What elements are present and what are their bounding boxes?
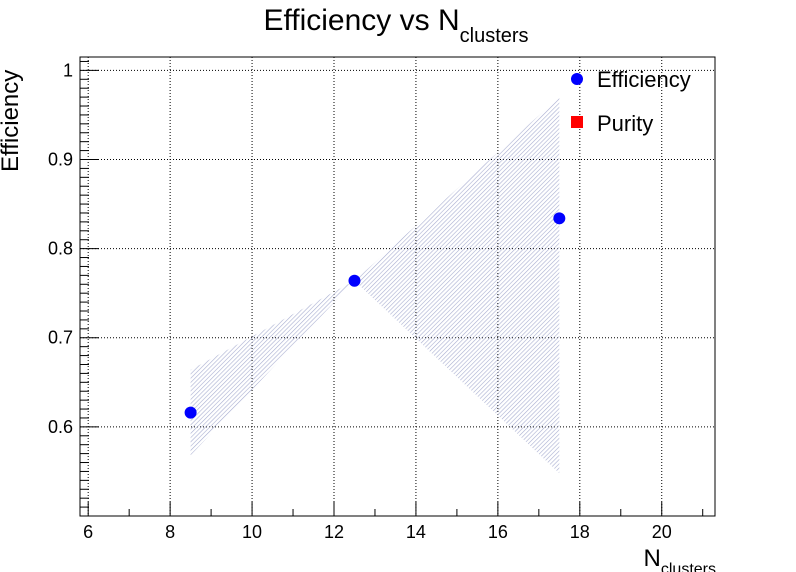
x-axis-label: Nclusters [644, 545, 716, 572]
x-axis: 6 8 10 12 14 16 18 20 [83, 502, 704, 542]
y-axis-label: Efficiency [0, 70, 24, 172]
x-tick-label: 20 [652, 522, 672, 542]
x-tick-label: 12 [324, 522, 344, 542]
efficiency-point [184, 406, 197, 419]
efficiency-error-band [190, 97, 560, 474]
legend-efficiency-label: Efficiency [597, 67, 691, 92]
y-tick-label: 0.9 [48, 149, 73, 169]
efficiency-band [190, 97, 560, 474]
x-tick-label: 6 [83, 522, 93, 542]
efficiency-point [553, 212, 566, 225]
y-tick-label: 0.7 [48, 328, 73, 348]
plot-frame [79, 56, 716, 517]
x-tick-label: 10 [242, 522, 262, 542]
chart-title: Efficiency vs Nclusters [263, 4, 528, 47]
efficiency-point [348, 274, 361, 287]
grid [80, 57, 715, 516]
x-axis-label-sub: clusters [661, 561, 716, 572]
x-tick-label: 16 [488, 522, 508, 542]
legend-efficiency-marker [571, 73, 583, 85]
y-tick-label: 0.8 [48, 239, 73, 259]
legend-purity-label: Purity [597, 111, 653, 136]
chart-title-sub: clusters [460, 25, 529, 47]
y-axis: 0.6 0.7 0.8 0.9 1 [48, 60, 99, 508]
x-tick-label: 8 [165, 522, 175, 542]
y-tick-label: 0.6 [48, 417, 73, 437]
chart-title-main: Efficiency vs N [263, 4, 459, 37]
x-axis-label-main: N [644, 545, 661, 572]
legend-purity-marker [571, 116, 583, 128]
x-tick-label: 18 [570, 522, 590, 542]
efficiency-points [184, 212, 566, 419]
x-tick-label: 14 [406, 522, 426, 542]
legend: Efficiency Purity [571, 67, 691, 136]
y-tick-label: 1 [63, 60, 73, 80]
